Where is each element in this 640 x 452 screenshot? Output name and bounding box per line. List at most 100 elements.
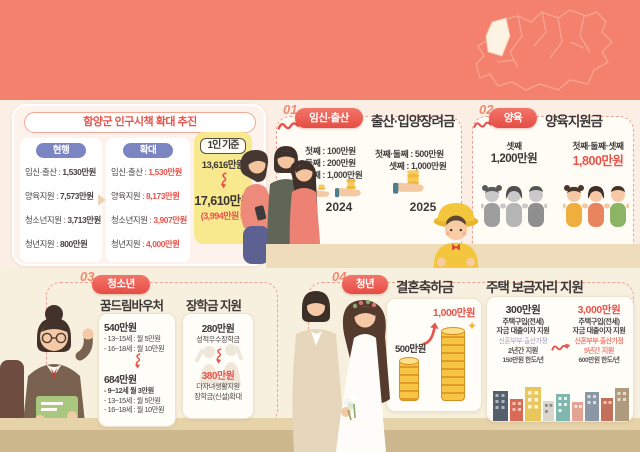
row-label: 청소년지원 : [111, 215, 152, 225]
row-label: 임신·출산 : [111, 167, 147, 177]
header-band [0, 0, 640, 100]
housing-before-desc1: 주택구입(전세) [502, 317, 544, 326]
section02-title: 양육지원금 [545, 114, 603, 129]
chair-illustration [0, 360, 24, 426]
children-gray-illustration [479, 179, 549, 231]
expanded-badge: 확대 [123, 143, 173, 158]
housing-after-desc2: 자금 대출이자 지원 [572, 326, 626, 335]
hand-coin-tall-icon [393, 167, 427, 197]
section02-box: 02 양육 양육지원금 셋째 1,200만원 첫째·둘째·셋째 1,800만원 [472, 102, 634, 266]
scholarship-arrow-wrap [185, 345, 251, 367]
expanded-row-2: 청소년지원 : 3,907만원 [111, 214, 188, 226]
scholarship-before-amount: 280만원 [201, 324, 235, 335]
children-color-illustration [561, 179, 631, 231]
y2024-line: 둘째 : 200만원 [305, 158, 356, 168]
scholarship-card: 280만원 성적우수장학금 380만원 다자녀생활지원 장학금(신설)확대 [182, 313, 254, 419]
y2024-line: 셋째 : 1,000만원 [305, 170, 363, 180]
housing-before-cond: 신혼부부·출산가정 [498, 338, 548, 345]
row-label: 양육지원 : [25, 191, 59, 201]
expanded-row-0: 임신·출산 : 1,530만원 [111, 166, 188, 178]
curved-up-arrow-icon [422, 322, 439, 346]
per-person-badge: 1인 기준 [200, 138, 246, 154]
row-value: 1,530만원 [148, 167, 182, 177]
row-value: 7,573만원 [60, 191, 94, 201]
housing-title: 주택 보금자리 지원 [486, 280, 584, 295]
row-label: 임신·출산 : [25, 167, 61, 177]
year-2024-label: 2024 [325, 200, 353, 214]
housing-after-column: 3,000만원 주택구입(전세) 자금 대출이자 지원 신혼부부·출산가정 5년… [565, 303, 633, 365]
housing-after-limit: 600만원 한도/년 [578, 357, 620, 364]
housing-after-period: 5년간 지원 [583, 346, 615, 355]
column-arrow-icon [98, 194, 106, 206]
y2025-line-new: 첫째·둘째 : 500만원 [375, 149, 444, 159]
coin-stack-tall-icon [441, 327, 465, 401]
housing-after-cond: 신혼부부·출산가정 [574, 338, 624, 345]
expanded-row-1: 양육지원 : 8,173만원 [111, 190, 188, 202]
sparkle-icon: ✦ [467, 319, 478, 333]
row-value: 800만원 [60, 239, 88, 249]
section03-content: 03 청소년 꿈드림바우처 540만원 - 13~15세 : 월 5만원 - 1… [46, 269, 278, 427]
y2024-lines: 첫째 : 100만원 둘째 : 200만원 셋째 : 1,000만원 [305, 145, 363, 181]
current-column: 현행 임신·출산 : 1,530만원 양육지원 : 7,573만원 청소년지원 … [20, 138, 102, 262]
buildings-illustration [493, 385, 629, 421]
row-value: 4,000만원 [146, 239, 180, 249]
marriage-before-amount: 500만원 [395, 344, 426, 355]
section03-badge: 청소년 [92, 275, 150, 294]
expanded-row-3: 청년지원 : 4,000만원 [111, 238, 188, 250]
marriage-card: 1,000만원 500만원 ✦ [386, 298, 482, 412]
housing-after-desc1: 주택구입(전세) [578, 317, 620, 326]
scholarship-title: 장학금 지원 [186, 299, 242, 313]
row-label: 양육지원 : [111, 191, 145, 201]
bride-groom-illustration [280, 284, 402, 452]
current-row-2: 청소년지원 : 3,713만원 [25, 214, 101, 226]
before-value: 1,200만원 [490, 153, 538, 165]
voucher-line: - 13~15세 : 월 5만원 [104, 334, 161, 343]
housing-before-period: 2년간 지원 [507, 346, 539, 355]
voucher-title: 꿈드림바우처 [100, 299, 164, 313]
students-ghost-illustration [189, 340, 249, 390]
year-2025-label: 2025 [409, 200, 437, 214]
current-badge: 현행 [36, 143, 86, 158]
row-value: 1,530만원 [62, 167, 96, 177]
per-person-box: 1인 기준 13,616만원 17,610만원 (3,994만원↑) [194, 132, 252, 244]
voucher-arrow-wrap [104, 353, 170, 371]
marriage-after-amount: 1,000만원 [432, 307, 476, 319]
per-person-delta: (3,994만원↑) [200, 211, 246, 221]
scholarship-before-desc: 성적우수장학금 [196, 335, 240, 344]
voucher-after-amount: 684만원 [104, 375, 137, 386]
scholarship-after-amount: 380만원 [201, 371, 235, 382]
voucher-card: 540만원 - 13~15세 : 월 5만원 - 16~18세 : 월 10만원… [98, 313, 176, 427]
before-label: 셋째 [506, 141, 522, 151]
section02-badge: 양육 [489, 108, 537, 128]
couple-illustration [258, 142, 324, 268]
wavy-arrow-down-icon [220, 172, 227, 189]
row-value: 3,713만원 [67, 215, 101, 225]
voucher-line-new: - 9~12세 월 3만원 [104, 386, 154, 395]
voucher-line: - 16~18세 : 월 10만원 [104, 343, 165, 353]
current-row-1: 양육지원 : 7,573만원 [25, 190, 100, 202]
row-label: 청년지원 : [111, 239, 145, 249]
wavy-arrow-down-icon [215, 348, 221, 364]
per-person-before: 13,616만원 [201, 160, 245, 171]
housing-before-limit: 150만원 한도/년 [502, 357, 544, 364]
marriage-title: 결혼축하금 [396, 280, 454, 295]
province-map-icon [475, 9, 613, 91]
current-row-3: 청년지원 : 800만원 [25, 238, 100, 250]
section03-number: 03 [80, 269, 95, 284]
housing-after-amount: 3,000만원 [577, 304, 621, 316]
housing-card: 300만원 주택구입(전세) 자금 대출이자 지원 신혼부부·출산가정 2년간 … [486, 296, 634, 422]
overview-panel: 함양군 인구시책 확대 추진 현행 임신·출산 : 1,530만원 양육지원 :… [12, 104, 266, 266]
hand-coin-medium-icon [335, 179, 363, 199]
section01-badge: 임신·출산 [295, 108, 363, 128]
housing-before-desc2: 자금 대출이자 지원 [496, 326, 550, 335]
province-map-illustration [434, 2, 636, 98]
section04-content: 04 청년 결혼축하금 주택 보금자리 지원 1,000만원 500만원 ✦ 3… [308, 269, 634, 424]
scholarship-after-desc1: 다자녀생활지원 [196, 382, 240, 391]
wavy-arrow-down-icon [134, 353, 140, 369]
coin-stack-small-icon [399, 357, 419, 401]
current-row-0: 임신·출산 : 1,530만원 [25, 166, 100, 178]
housing-before-amount: 300만원 [505, 304, 541, 316]
expanded-column: 확대 임신·출산 : 1,530만원 양육지원 : 8,173만원 청소년지원 … [106, 138, 190, 262]
section04-badge: 청년 [342, 275, 388, 294]
